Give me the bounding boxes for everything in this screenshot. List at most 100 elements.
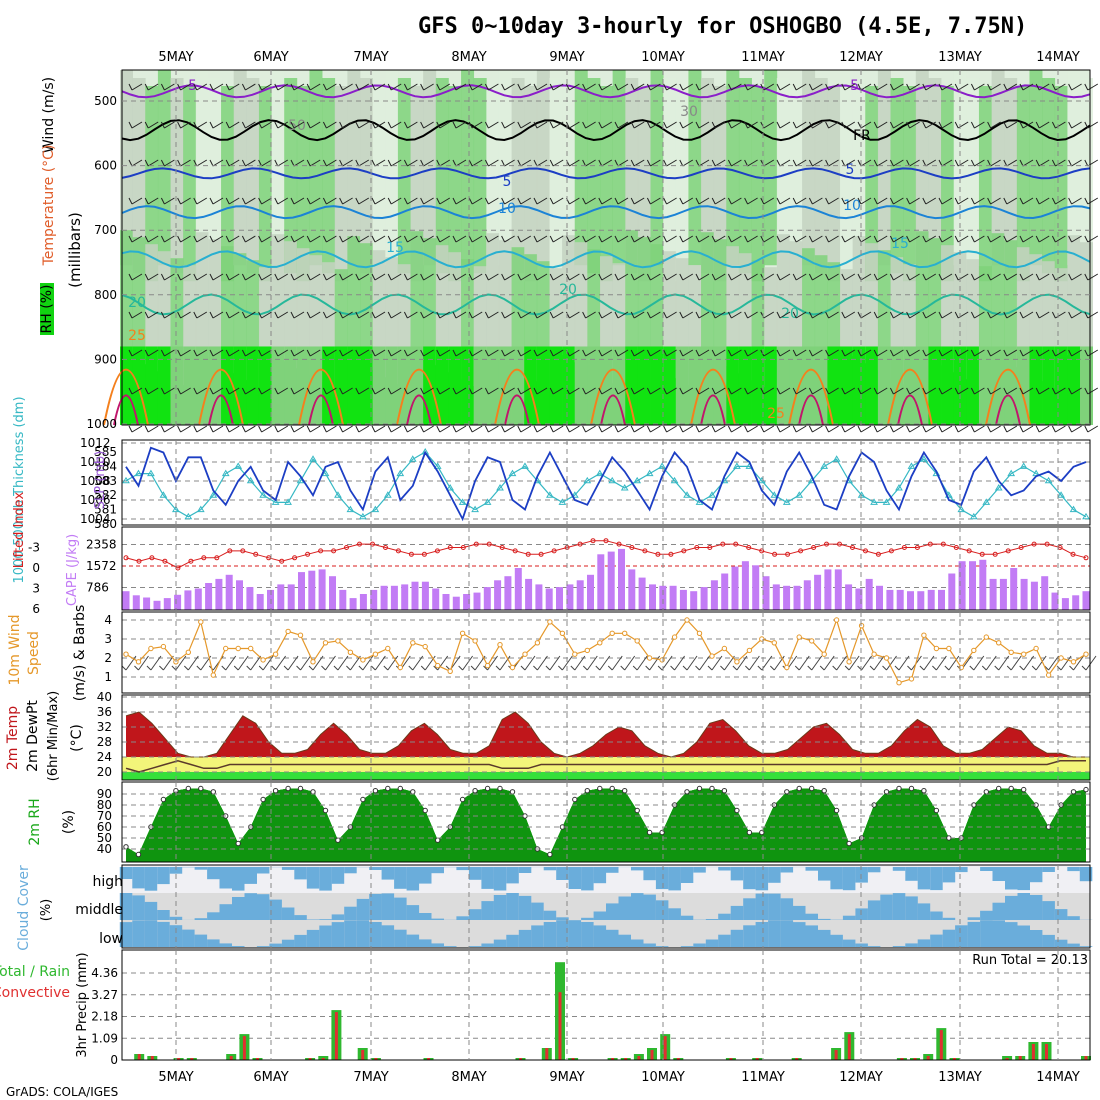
tick-label: 4 xyxy=(104,613,112,627)
precip-convective-bar xyxy=(308,1058,312,1060)
rh-patch xyxy=(562,235,576,356)
tick-label: 24 xyxy=(97,750,112,764)
thickness-point xyxy=(184,512,193,520)
cloud-low xyxy=(705,939,719,947)
wind-barb xyxy=(1069,655,1084,671)
rh-patch xyxy=(132,78,146,274)
cape-bar xyxy=(762,576,770,610)
cloud-high xyxy=(606,867,619,873)
thickness-point xyxy=(134,469,143,477)
wind-barb xyxy=(241,387,256,395)
wind-barb xyxy=(954,349,969,357)
wind-speed-point xyxy=(883,655,890,661)
wind-speed-point xyxy=(160,643,167,650)
tick-label: 2358 xyxy=(86,538,117,552)
lifted-index-point xyxy=(837,541,842,547)
wind-barb xyxy=(646,83,661,91)
wind-barb xyxy=(614,121,629,129)
cloud-low xyxy=(780,920,794,947)
day-label-top: 13MAY xyxy=(938,50,982,65)
wind-barb xyxy=(614,349,629,357)
wind-barb xyxy=(841,311,856,319)
precip-convective-label: Convective xyxy=(0,985,70,1001)
cloud-high xyxy=(917,867,931,890)
cape-bar xyxy=(432,588,440,610)
day-label-bottom: 13MAY xyxy=(938,1070,982,1085)
wind-barb xyxy=(744,349,758,357)
cloud-low xyxy=(319,925,332,947)
wind-barb xyxy=(582,273,596,281)
wind-barb xyxy=(646,273,661,281)
wind-barb xyxy=(841,83,856,91)
wind-barb xyxy=(193,83,208,91)
wind-barb xyxy=(841,387,856,395)
tick-label: 582 xyxy=(94,488,117,502)
lifted-index-point xyxy=(279,558,285,564)
wind-barb xyxy=(970,121,985,129)
cloud-middle xyxy=(419,913,432,920)
rh-patch xyxy=(978,86,992,282)
lifted-index-point xyxy=(1070,551,1076,557)
tick-label: 1572 xyxy=(86,559,117,573)
wind-barb xyxy=(403,83,418,91)
thickness-point xyxy=(1069,505,1078,513)
wind-barb xyxy=(1019,387,1034,395)
cape-bar xyxy=(566,584,574,610)
wind-barb xyxy=(322,387,337,395)
wind-barb xyxy=(549,349,564,357)
wind-barb xyxy=(663,83,677,91)
rh-patch xyxy=(562,346,576,425)
wind-barb xyxy=(306,159,321,167)
rh-patch xyxy=(991,233,1005,354)
wind-barb xyxy=(776,349,791,357)
cloud-low xyxy=(581,922,594,947)
wind-barb xyxy=(630,273,645,281)
wind-barb xyxy=(630,387,645,395)
rh-patch xyxy=(738,346,752,425)
wind-barb xyxy=(727,83,742,91)
cape-bar xyxy=(731,566,739,610)
rh-point xyxy=(821,788,827,794)
cloud-high xyxy=(194,867,208,870)
rh-patch xyxy=(688,70,702,266)
wind-barb xyxy=(776,387,791,395)
tick-label: 580 xyxy=(94,517,117,531)
wind-barb xyxy=(484,425,499,433)
rh-patch xyxy=(208,346,222,425)
wind-barb xyxy=(873,387,888,395)
rh-point xyxy=(1070,789,1077,795)
wind-barb xyxy=(241,159,256,167)
cloud-middle xyxy=(992,902,1005,920)
wind-barb xyxy=(387,235,402,243)
lifted-index-point xyxy=(681,548,687,554)
wind-barb xyxy=(646,235,661,243)
rh-point xyxy=(721,788,728,794)
tick-label: 6 xyxy=(32,602,40,616)
wind-barb xyxy=(436,387,451,395)
tick-label: 4.36 xyxy=(91,966,118,980)
wind-barb xyxy=(744,235,758,243)
wind-barb xyxy=(355,235,370,243)
rh-patch xyxy=(840,70,853,266)
rh-point xyxy=(198,785,204,792)
rh-patch xyxy=(814,255,828,376)
wind-barb xyxy=(1003,349,1018,357)
rh-patch xyxy=(1029,70,1043,266)
precip-convective-bar xyxy=(177,1058,181,1060)
day-label-top: 14MAY xyxy=(1036,50,1080,65)
wind-barb xyxy=(290,387,305,395)
lifted-index-point xyxy=(344,545,349,550)
wind-barb xyxy=(792,121,807,129)
rh-patch xyxy=(246,346,260,425)
wind-barb xyxy=(825,121,839,129)
cloud-middle xyxy=(256,894,270,920)
cape-bar xyxy=(514,568,522,610)
wind-barb xyxy=(570,655,586,671)
wind-barb xyxy=(711,349,726,357)
wind-barb xyxy=(177,273,191,281)
lifted-index-point xyxy=(123,555,129,561)
wind-barb xyxy=(322,235,337,243)
lifted-index-point xyxy=(629,545,635,550)
lifted-index-point xyxy=(668,551,674,557)
wind-barb xyxy=(841,349,856,357)
